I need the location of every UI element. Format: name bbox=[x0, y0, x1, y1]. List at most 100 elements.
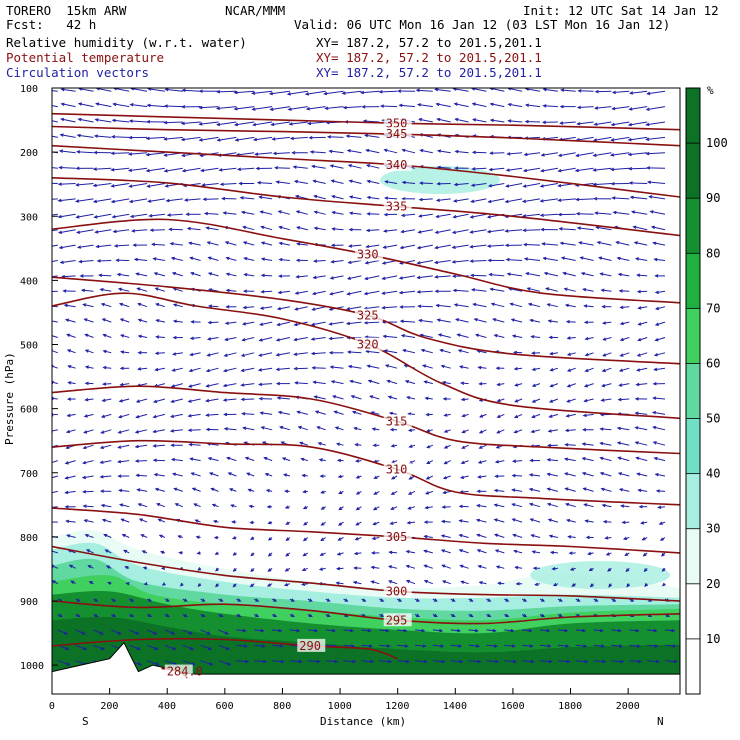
vector-head-180 bbox=[127, 168, 133, 172]
vector-head-262 bbox=[348, 195, 354, 199]
theta-label-bg-330 bbox=[354, 247, 383, 261]
vector-head-769 bbox=[651, 411, 657, 415]
vector-head-1128 bbox=[197, 583, 202, 588]
vector-78 bbox=[181, 121, 201, 124]
vector-head-416 bbox=[598, 256, 603, 260]
vector-head-639 bbox=[205, 368, 210, 373]
vector-head-568 bbox=[189, 336, 194, 340]
vector-head-1325 bbox=[602, 659, 607, 664]
x-tick-label-400: 400 bbox=[158, 701, 176, 712]
vector-head-304 bbox=[469, 215, 474, 219]
vector-602 bbox=[173, 352, 183, 355]
vector-head-999 bbox=[389, 521, 394, 525]
vector-606 bbox=[241, 352, 255, 357]
vector-head-84 bbox=[288, 122, 293, 126]
vector-651 bbox=[422, 364, 433, 369]
x-tick-label-1600: 1600 bbox=[501, 701, 525, 712]
vector-313 bbox=[632, 211, 648, 215]
vector-head-1250 bbox=[510, 628, 515, 633]
vector-356 bbox=[152, 243, 165, 246]
vector-head-902 bbox=[528, 473, 533, 477]
vector-271 bbox=[505, 198, 523, 203]
vector-804 bbox=[653, 426, 666, 431]
vector-head-898 bbox=[459, 475, 465, 479]
vector-321 bbox=[150, 229, 165, 231]
vector-head-1264 bbox=[136, 646, 141, 650]
vector-head-451 bbox=[599, 272, 604, 276]
vector-head-895 bbox=[408, 476, 413, 480]
vector-639 bbox=[206, 367, 219, 372]
vector-head-1319 bbox=[495, 659, 500, 664]
vector-head-1013 bbox=[640, 521, 645, 525]
vector-head-120 bbox=[308, 135, 313, 140]
header-model: TORERO 15km ARW bbox=[6, 3, 127, 18]
vector-head-176 bbox=[58, 165, 63, 170]
vector-head-1270 bbox=[243, 644, 248, 648]
vector-1070 bbox=[406, 550, 416, 554]
vector-96 bbox=[508, 120, 523, 123]
vector-head-174 bbox=[645, 151, 650, 156]
vector-head-509 bbox=[381, 305, 386, 310]
vector-head-91 bbox=[418, 117, 423, 122]
vector-head-1295 bbox=[66, 662, 71, 666]
vector-419 bbox=[654, 258, 666, 261]
vector-16 bbox=[324, 90, 344, 95]
vector-head-460 bbox=[136, 287, 141, 291]
vector-head-392 bbox=[170, 256, 175, 261]
vector-head-372 bbox=[434, 245, 439, 250]
vector-head-582 bbox=[437, 333, 442, 337]
vector-708 bbox=[188, 398, 201, 403]
vector-1280 bbox=[414, 644, 426, 647]
vector-head-983 bbox=[101, 518, 106, 523]
vector-738 bbox=[101, 413, 112, 418]
vector-head-153 bbox=[272, 151, 277, 156]
vector-head-993 bbox=[285, 521, 290, 525]
humidity-patch-2 bbox=[530, 561, 670, 589]
vector-head-98 bbox=[541, 120, 547, 125]
vector-head-311 bbox=[594, 211, 599, 215]
vector-head-302 bbox=[435, 214, 440, 219]
vector-1109 bbox=[478, 565, 487, 569]
vector-head-512 bbox=[435, 303, 440, 308]
vector-669 bbox=[120, 383, 130, 386]
vector-head-682 bbox=[349, 379, 354, 384]
vector-935 bbox=[494, 489, 505, 492]
vector-326 bbox=[243, 226, 255, 231]
vector-head-1269 bbox=[225, 646, 231, 650]
theta-label-bg-295 bbox=[383, 613, 412, 627]
vector-743 bbox=[188, 413, 201, 417]
y-tick-label-500: 500 bbox=[20, 341, 38, 352]
vector-head-684 bbox=[386, 379, 391, 384]
vector-747 bbox=[260, 412, 273, 415]
vector-17 bbox=[342, 90, 362, 94]
vector-head-538 bbox=[276, 322, 281, 327]
vector-1254 bbox=[575, 629, 586, 632]
vector-head-170 bbox=[575, 153, 580, 158]
vector-560 bbox=[52, 335, 58, 338]
vector-409 bbox=[470, 260, 487, 262]
vector-head-482 bbox=[526, 287, 531, 291]
vector-head-331 bbox=[331, 227, 336, 231]
vector-72 bbox=[78, 118, 94, 123]
vector-251 bbox=[148, 198, 165, 202]
vector-1321 bbox=[522, 660, 534, 663]
vector-head-810 bbox=[134, 444, 139, 449]
vector-938 bbox=[547, 488, 559, 492]
vector-head-984 bbox=[120, 518, 125, 522]
vector-1036 bbox=[424, 535, 433, 538]
vector-1231 bbox=[164, 629, 175, 635]
vector-head-663 bbox=[636, 368, 641, 372]
theta-contour-350 bbox=[52, 112, 680, 131]
vector-head-409 bbox=[469, 259, 474, 263]
vector-head-1278 bbox=[386, 644, 391, 648]
vector-head-613 bbox=[365, 349, 370, 354]
vector-head-558 bbox=[637, 322, 642, 326]
vector-21 bbox=[416, 89, 433, 92]
vector-head-827 bbox=[443, 445, 448, 449]
vector-head-1182 bbox=[541, 598, 546, 602]
vector-652 bbox=[441, 365, 451, 369]
vector-644 bbox=[294, 367, 308, 370]
vector-head-1122 bbox=[88, 581, 93, 585]
vector-836 bbox=[600, 442, 612, 446]
vector-head-1107 bbox=[441, 564, 446, 568]
